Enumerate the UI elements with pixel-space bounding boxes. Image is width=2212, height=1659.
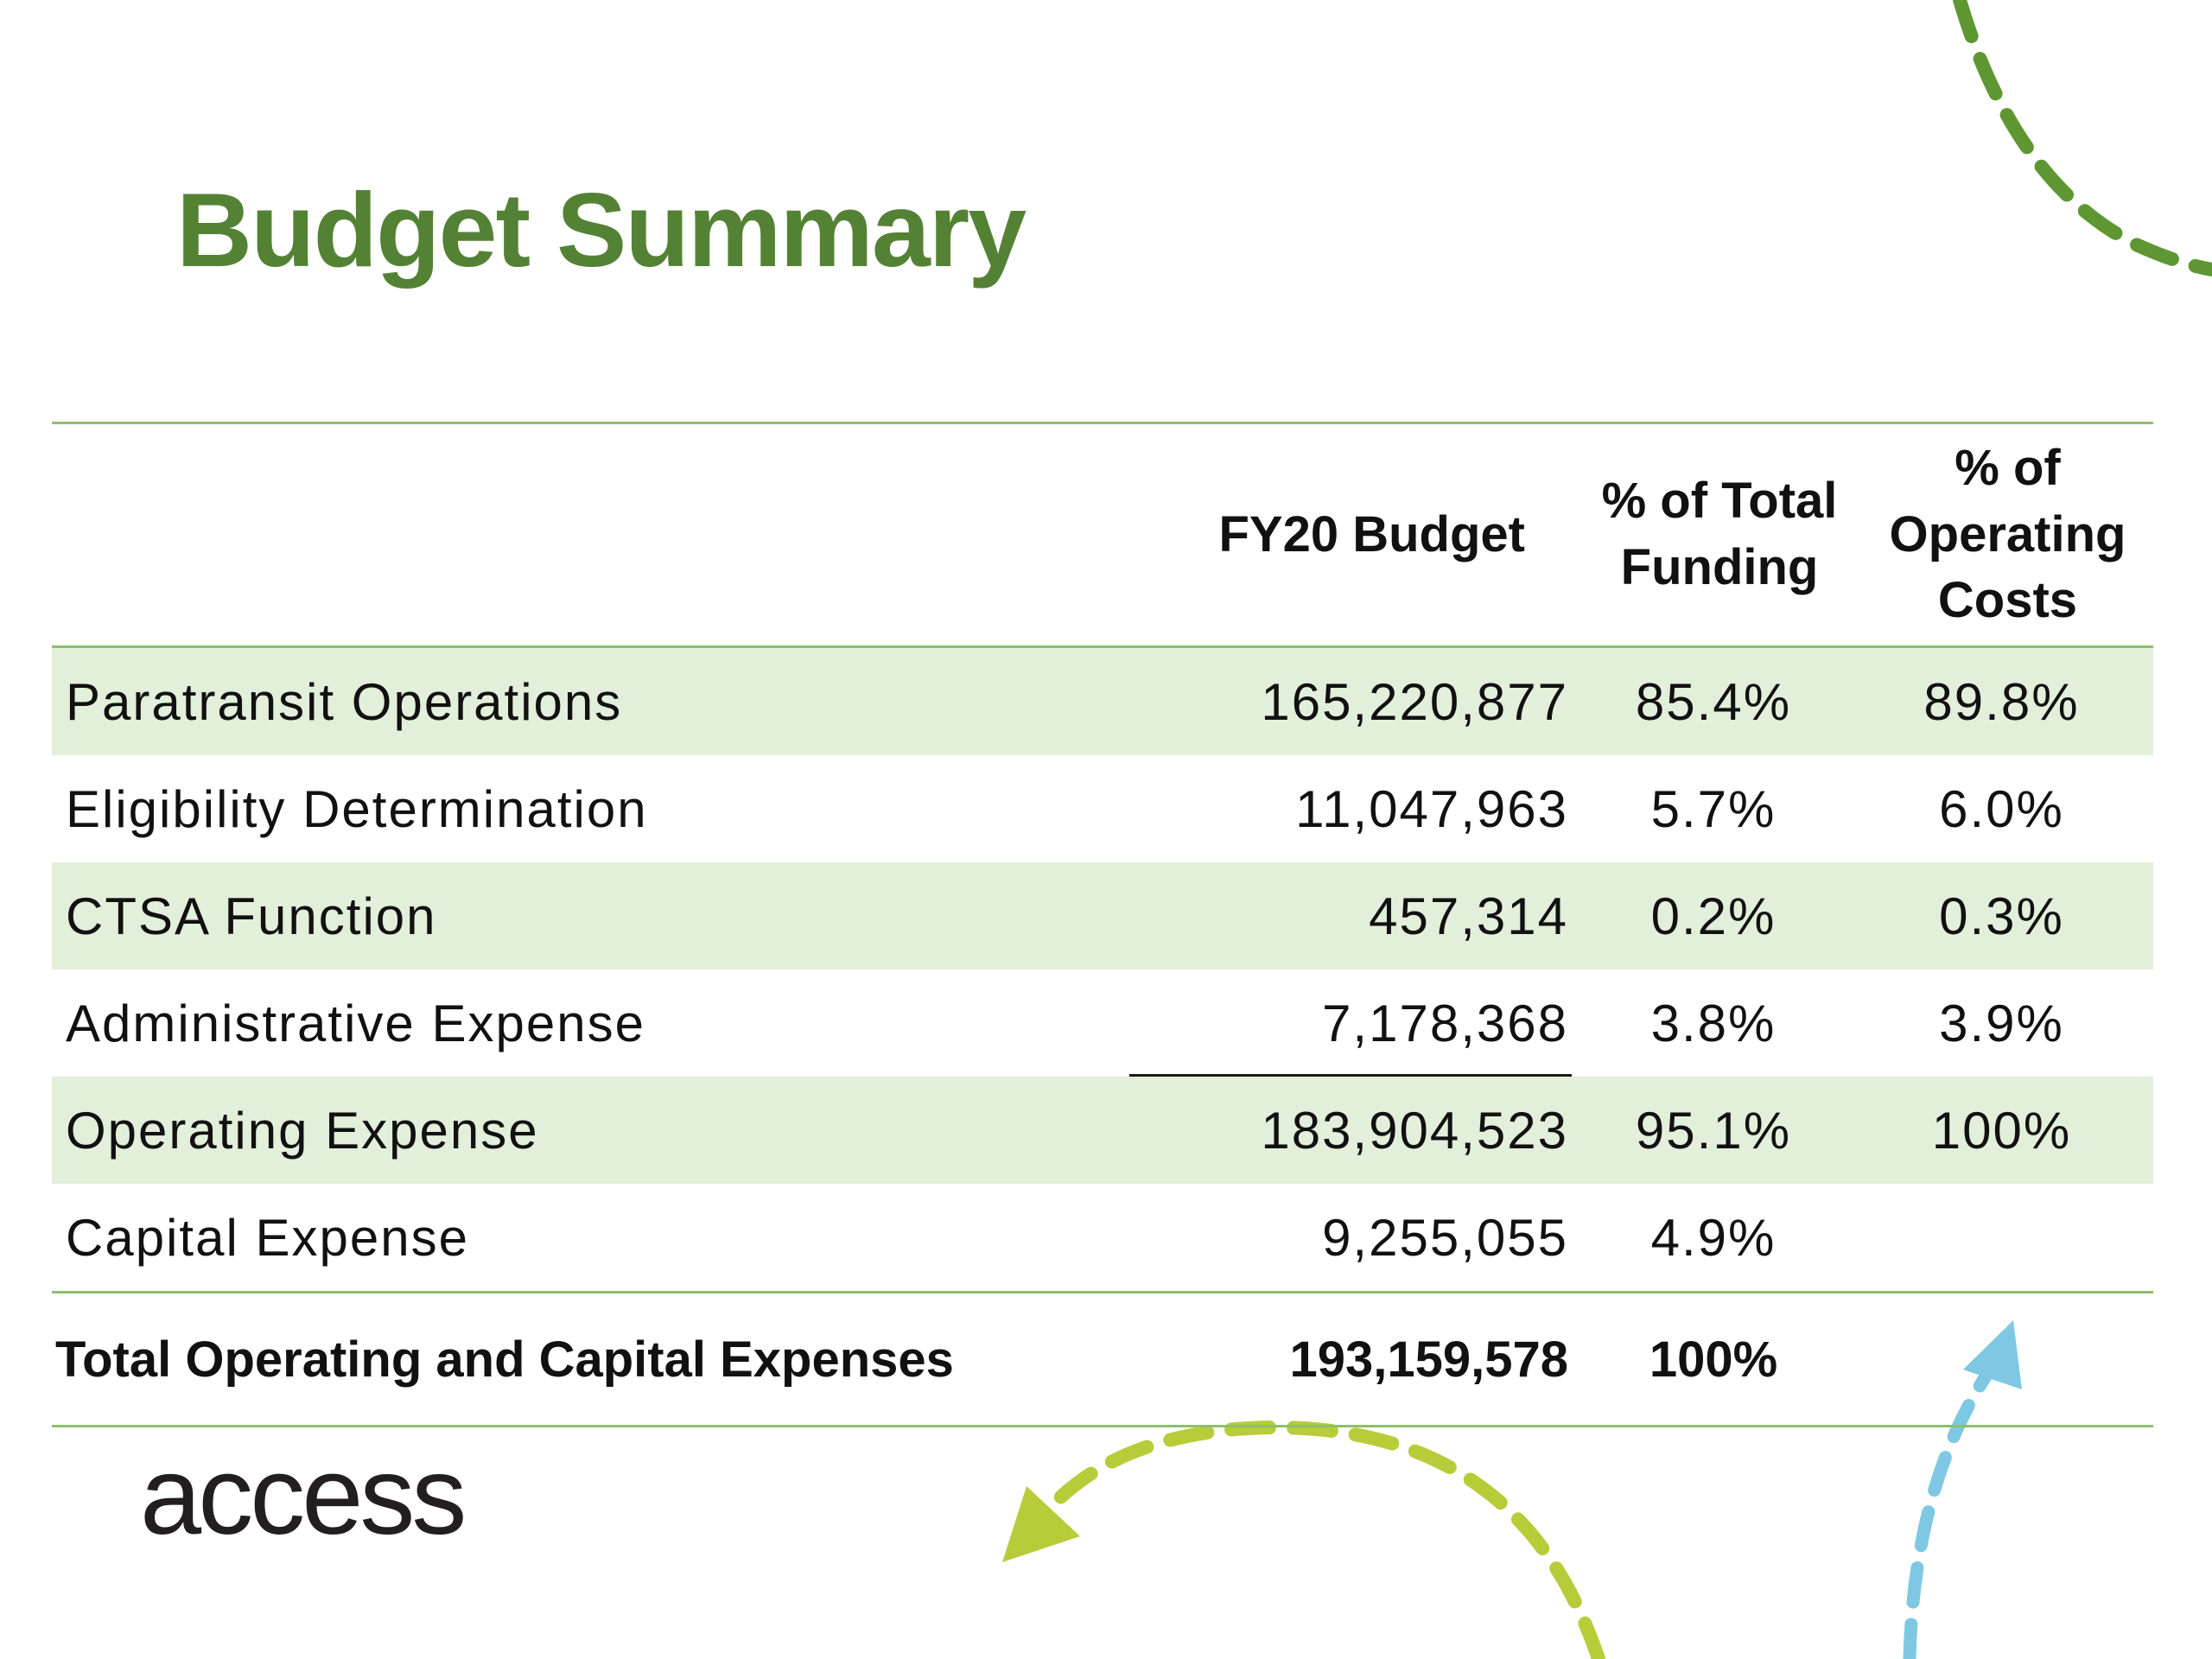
budget-table-container: FY20 Budget % of Total Funding % of Oper… — [52, 422, 2153, 1427]
dashed-arrow-bottom-lime-icon — [1043, 1420, 1605, 1659]
row-label: Eligibility Determination — [66, 779, 648, 838]
row-funding: 3.8% — [1650, 994, 1777, 1052]
row-operating: 6.0% — [1939, 779, 2064, 838]
page-title: Budget Summary — [176, 171, 1027, 289]
row-label: CTSA Function — [52, 862, 1089, 969]
row-label: Paratransit Operations — [52, 646, 1089, 755]
row-budget: 165,220,877 — [1089, 646, 1577, 755]
row-label: Administrative Expense — [66, 994, 645, 1052]
row-operating: 89.8% — [1862, 646, 2153, 755]
column-header-operating: % of Operating Costs — [1862, 422, 2153, 648]
row-funding: 4.9% — [1577, 1184, 1862, 1294]
row-label: Operating Expense — [52, 1077, 1089, 1184]
row-budget: 7,178,368 — [1089, 969, 1577, 1077]
total-label: Total Operating and Capital Expenses — [52, 1292, 1089, 1427]
row-budget: 9,255,055 — [1089, 1184, 1577, 1294]
table-row: Administrative Expense 7,178,368 3.8% 3.… — [52, 969, 2153, 1077]
row-operating — [1862, 1184, 2153, 1294]
row-operating: 3.9% — [1939, 994, 2064, 1052]
row-funding: 5.7% — [1650, 779, 1777, 838]
table-row: Operating Expense 183,904,523 95.1% 100% — [52, 1077, 2153, 1184]
table-row: Paratransit Operations 165,220,877 85.4%… — [52, 646, 2153, 755]
table-header-row: FY20 Budget % of Total Funding % of Oper… — [52, 422, 2153, 648]
row-budget: 11,047,963 — [1295, 779, 1568, 838]
table-row: Capital Expense 9,255,055 4.9% — [52, 1184, 2153, 1294]
column-header-label — [52, 422, 1089, 648]
budget-table: FY20 Budget % of Total Funding % of Oper… — [52, 422, 2153, 1427]
access-logo: access — [140, 1434, 467, 1558]
total-budget: 193,159,578 — [1089, 1292, 1577, 1427]
total-row: Total Operating and Capital Expenses 193… — [52, 1292, 2153, 1427]
table-row: Eligibility Determination 11,047,963 5.7… — [52, 755, 2153, 862]
lime-arrow-head-icon — [1002, 1486, 1080, 1562]
row-label: Capital Expense — [52, 1184, 1089, 1294]
row-operating: 0.3% — [1862, 862, 2153, 969]
dashed-arrow-top-right-icon — [1953, 0, 2212, 276]
total-operating — [1862, 1292, 2153, 1427]
column-header-budget: FY20 Budget — [1089, 422, 1577, 648]
row-funding: 0.2% — [1577, 862, 1862, 969]
row-operating: 100% — [1862, 1077, 2153, 1184]
row-budget: 183,904,523 — [1089, 1077, 1577, 1184]
table-row: CTSA Function 457,314 0.2% 0.3% — [52, 862, 2153, 969]
row-budget: 457,314 — [1089, 862, 1577, 969]
row-funding: 85.4% — [1577, 646, 1862, 755]
row-funding: 95.1% — [1577, 1077, 1862, 1184]
total-funding: 100% — [1577, 1292, 1862, 1427]
column-header-funding: % of Total Funding — [1577, 422, 1862, 648]
